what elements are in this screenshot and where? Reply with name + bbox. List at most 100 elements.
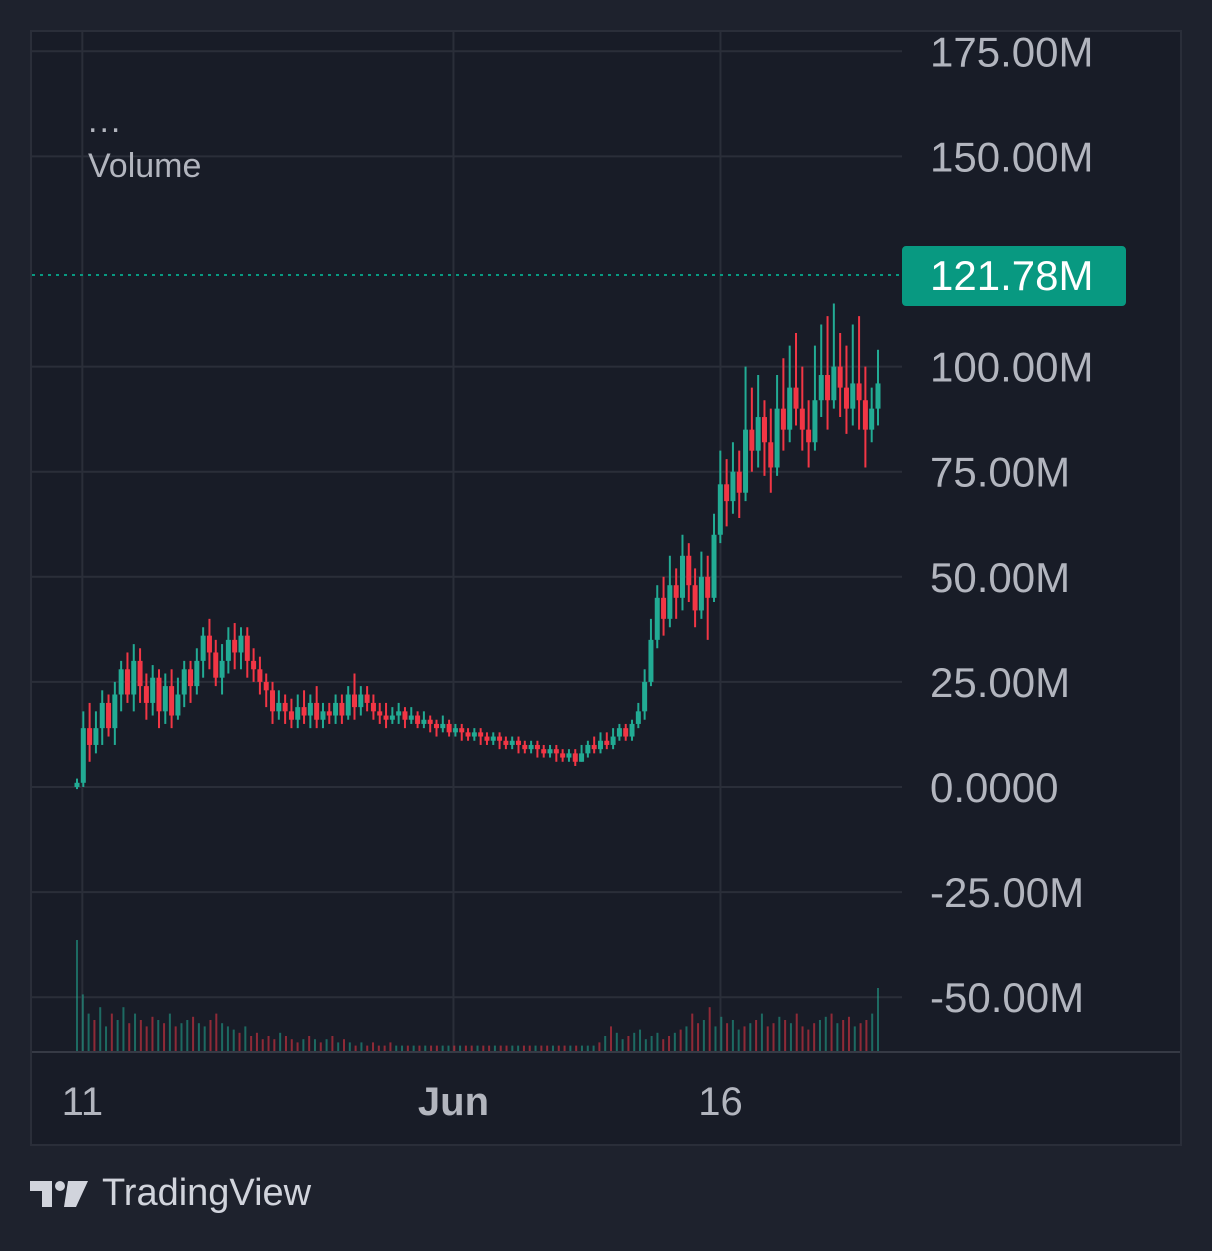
volume-bar bbox=[261, 1039, 264, 1052]
candle-body bbox=[124, 669, 130, 695]
volume-bar bbox=[673, 1032, 676, 1052]
volume-bar bbox=[163, 1023, 166, 1052]
volume-bar bbox=[87, 1013, 90, 1052]
y-axis-label: -25.00M bbox=[930, 869, 1084, 916]
volume-bar bbox=[267, 1036, 270, 1052]
volume-bar bbox=[476, 1045, 479, 1052]
chart-frame[interactable]: 175.00M 150.00M 100.00M 75.00M 50.00M 25.00M 0… bbox=[30, 30, 1182, 1146]
candle-body bbox=[465, 732, 471, 737]
candle-body bbox=[843, 387, 849, 409]
candle-body bbox=[219, 660, 225, 678]
candle-body bbox=[150, 677, 156, 703]
volume-bar bbox=[110, 1013, 113, 1052]
candle-body bbox=[661, 597, 667, 619]
volume-bar bbox=[424, 1045, 427, 1052]
candle-body bbox=[648, 639, 654, 682]
volume-bar bbox=[192, 1016, 195, 1052]
x-axis-label: 16 bbox=[698, 1080, 743, 1124]
volume-bar bbox=[697, 1023, 700, 1052]
tradingview-logo[interactable]: TradingView bbox=[30, 1172, 311, 1215]
candle-body bbox=[579, 753, 585, 762]
candle-body bbox=[585, 744, 591, 754]
volume-bar bbox=[319, 1042, 322, 1052]
chart-canvas[interactable]: 175.00M 150.00M 100.00M 75.00M 50.00M 25.00M 0… bbox=[32, 32, 1180, 1144]
volume-bar bbox=[499, 1045, 502, 1052]
candle-body bbox=[358, 694, 364, 708]
volume-bar bbox=[731, 1020, 734, 1052]
volume-bar bbox=[818, 1020, 821, 1052]
candle-body bbox=[515, 740, 521, 745]
volume-bar bbox=[255, 1032, 258, 1052]
volume-bar bbox=[343, 1039, 345, 1052]
volume-bar bbox=[726, 1023, 729, 1052]
volume-bar bbox=[679, 1029, 682, 1052]
volume-bar bbox=[824, 1016, 827, 1052]
candle-body bbox=[667, 585, 673, 619]
volume-bar bbox=[546, 1045, 549, 1052]
candle-body bbox=[446, 723, 452, 733]
candle-body bbox=[572, 753, 578, 762]
candle-body bbox=[673, 585, 679, 598]
candle-body bbox=[106, 702, 112, 729]
candle-body bbox=[415, 715, 421, 724]
candle-body bbox=[635, 711, 641, 724]
volume-bar bbox=[215, 1013, 218, 1052]
volume-bar bbox=[337, 1042, 340, 1052]
candle-body bbox=[793, 387, 799, 409]
candle-body bbox=[629, 723, 635, 737]
volume-bar bbox=[383, 1045, 386, 1052]
candle-body bbox=[175, 694, 181, 716]
volume-bar bbox=[842, 1020, 845, 1052]
volume-bar bbox=[633, 1032, 636, 1052]
volume-bar bbox=[755, 1020, 758, 1052]
volume-bar bbox=[174, 1026, 177, 1052]
y-axis-label: 75.00M bbox=[930, 449, 1070, 496]
candle-body bbox=[389, 715, 395, 720]
candle-body bbox=[200, 635, 206, 661]
candle-body bbox=[383, 715, 389, 720]
candle-body bbox=[282, 702, 288, 712]
volume-bar bbox=[441, 1045, 444, 1052]
volume-bar bbox=[488, 1045, 491, 1052]
volume-bar bbox=[360, 1042, 363, 1052]
volume-bar bbox=[389, 1042, 392, 1052]
volume-bar bbox=[134, 1013, 137, 1052]
candle-body bbox=[541, 749, 547, 754]
volume-bar bbox=[522, 1045, 525, 1052]
volume-bar bbox=[766, 1026, 769, 1052]
candle-body bbox=[862, 400, 868, 430]
volume-bar bbox=[406, 1045, 409, 1052]
candle-body bbox=[825, 375, 831, 401]
candle-body bbox=[692, 585, 698, 611]
candle-body bbox=[623, 728, 629, 737]
volume-bar bbox=[209, 1020, 212, 1052]
legend-menu-dots[interactable]: ... bbox=[88, 102, 123, 140]
candle-body bbox=[787, 387, 793, 430]
volume-bar bbox=[325, 1039, 328, 1052]
candle-body bbox=[818, 375, 824, 401]
volume-bar bbox=[273, 1039, 276, 1052]
volume-bar bbox=[464, 1045, 467, 1052]
volume-bar bbox=[447, 1045, 450, 1052]
volume-bar bbox=[749, 1023, 752, 1052]
volume-bar bbox=[598, 1042, 601, 1052]
last-price-badge bbox=[902, 246, 1126, 307]
volume-bar bbox=[348, 1042, 351, 1052]
volume-bar bbox=[331, 1036, 334, 1052]
candle-body bbox=[610, 736, 616, 745]
candle-body bbox=[112, 694, 118, 729]
volume-bar bbox=[656, 1032, 659, 1052]
candle-body bbox=[478, 732, 484, 737]
candle-body bbox=[749, 429, 755, 451]
candle-body bbox=[251, 660, 257, 670]
volume-bar bbox=[366, 1045, 369, 1052]
candle-body bbox=[137, 660, 143, 687]
legend-title: Volume bbox=[88, 147, 202, 185]
volume-bar bbox=[505, 1045, 508, 1052]
y-axis-label: 175.00M bbox=[930, 32, 1093, 75]
candle-body bbox=[206, 635, 212, 653]
candle-body bbox=[566, 753, 572, 758]
candle-body bbox=[244, 635, 250, 661]
volume-bar bbox=[650, 1036, 653, 1052]
volume-bar bbox=[435, 1045, 438, 1052]
